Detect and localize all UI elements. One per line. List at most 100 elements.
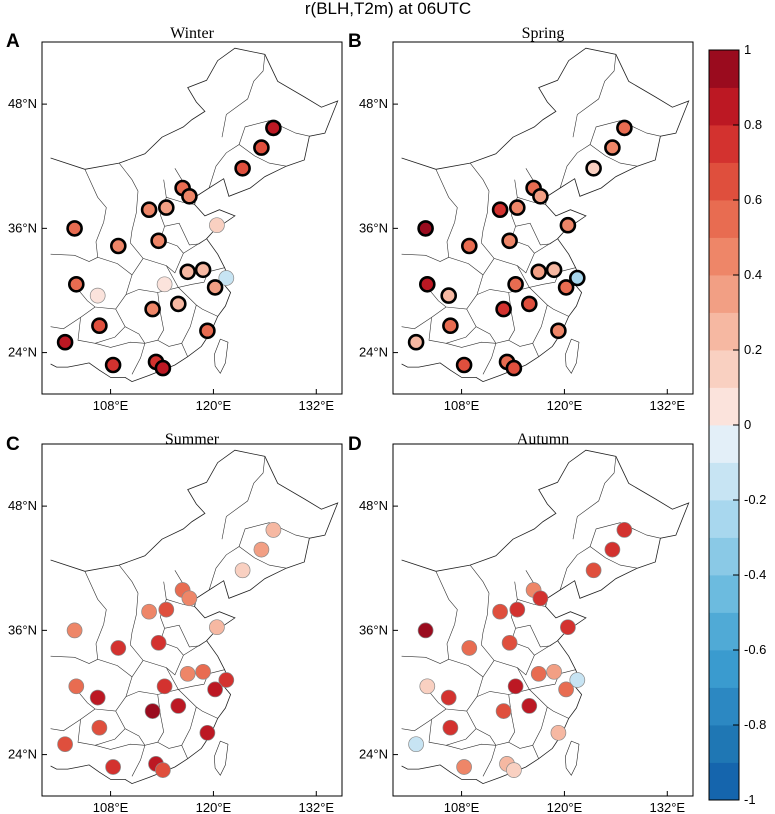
province-line — [130, 644, 184, 676]
province-line — [589, 144, 638, 167]
station-point-c-10: r = 0.75 — [110, 640, 127, 656]
colorbar-tick-label: -0.2 — [744, 492, 766, 507]
station-point-a-21: r = 0.6 — [91, 317, 108, 335]
colorbar-cell — [709, 425, 739, 463]
panel-letter-b: B — [348, 31, 362, 52]
station-point-d-14: r = -0.2 — [569, 672, 586, 688]
province-line — [559, 522, 661, 591]
station-point-c-6: r = 0.45 — [141, 603, 157, 620]
station-point-b-21: r = 0.55 — [442, 317, 459, 335]
province-line — [529, 689, 569, 719]
province-line — [559, 120, 661, 189]
panel-d-x-axis: 108°E 120°E 132°E — [444, 791, 685, 814]
panel-c-y-axis: 24°N 36°N 48°N — [8, 498, 47, 762]
island-line — [213, 740, 229, 776]
panel-d-frame — [392, 443, 694, 797]
island-line — [564, 338, 580, 374]
station-point-d-21: r = 0.7 — [442, 719, 459, 736]
province-line — [401, 317, 432, 330]
colorbar-cell — [709, 237, 739, 276]
station-point-b-1: r = 0.55 — [616, 119, 633, 137]
colorbar-cells — [709, 50, 739, 801]
province-line — [164, 624, 207, 648]
province-line — [80, 306, 96, 318]
station-point-b-12: r = 0.35 — [530, 263, 547, 281]
y-tick-label: 36°N — [359, 220, 388, 235]
colorbar-cell — [709, 762, 739, 801]
station-point-a-5: r = 0.45 — [181, 188, 198, 205]
station-point-d-16: r = 0.8 — [507, 678, 524, 695]
station-point-c-7: r = 0.6 — [158, 601, 175, 618]
station-point-d-6: r = 0.65 — [492, 603, 508, 620]
province-line — [178, 689, 218, 719]
station-point-b-7: r = 0.45 — [509, 199, 526, 216]
province-line — [50, 655, 98, 664]
province-line — [221, 456, 266, 540]
station-point-b-14: r = -0.3 — [569, 269, 586, 287]
province-line — [76, 676, 133, 712]
station-point-d-2: r = 0.7 — [604, 541, 621, 558]
station-point-a-22: r = 0.5 — [199, 322, 216, 340]
colorbar-cell — [709, 312, 739, 351]
province-line — [401, 719, 432, 732]
panel-c-map — [50, 449, 339, 785]
station-point-b-22: r = 0.45 — [550, 322, 567, 340]
x-tick-label: 132°E — [299, 398, 335, 413]
province-line — [181, 304, 197, 357]
station-point-c-18: r = 0.85 — [89, 689, 106, 706]
colorbar-cell — [709, 350, 739, 388]
station-point-b-23: r = 0.2 — [407, 333, 425, 351]
station-point-c-17: r = 0.8 — [207, 681, 223, 698]
province-line — [166, 667, 225, 690]
station-point-a-7: r = 0.3 — [158, 199, 175, 216]
province-line — [178, 287, 218, 317]
x-tick-label: 108°E — [93, 800, 129, 814]
province-line — [208, 522, 310, 591]
station-point-b-13: r = 0.25 — [545, 261, 563, 279]
station-point-c-24: r = 0.7 — [105, 759, 121, 775]
y-tick-label: 48°N — [8, 96, 37, 111]
panel-title-spring: Spring — [522, 25, 565, 42]
station-point-d-5: r = 0.7 — [532, 590, 549, 607]
station-point-d-12: r = 0.55 — [530, 665, 547, 682]
y-tick-label: 24°N — [359, 345, 388, 360]
colorbar-tick-label: -0.4 — [744, 567, 766, 582]
province-line — [80, 708, 96, 720]
province-line — [508, 339, 533, 347]
panel-a: A Winter 24°N 36°N 48°N 108°E 120°E 132°E r … — [6, 25, 343, 413]
panel-b: B Spring 24°N 36°N 48°N 108°E 120°E 132°E r … — [348, 25, 694, 413]
province-line — [469, 564, 490, 645]
station-point-c-23: r = 0.6 — [57, 736, 73, 753]
province-line — [515, 624, 558, 648]
station-point-d-19: r = 0.6 — [495, 703, 512, 719]
province-line — [238, 546, 287, 569]
province-line — [164, 222, 207, 246]
province-line — [401, 253, 449, 262]
panel-letter-d: D — [348, 434, 362, 455]
province-line — [466, 292, 516, 344]
station-point-b-20: r = 0.6 — [521, 295, 538, 313]
province-line — [446, 743, 497, 777]
province-line — [515, 222, 558, 246]
province-line — [435, 571, 458, 625]
station-point-d-1: r = 0.75 — [616, 522, 633, 538]
station-point-b-6: r = 0.7 — [491, 201, 509, 218]
province-line — [50, 253, 98, 262]
station-point-a-20: r = 0.25 — [170, 295, 187, 313]
colorbar-cell — [709, 650, 739, 688]
province-line — [118, 162, 139, 243]
station-point-c-19: r = 0.9 — [144, 703, 161, 719]
province-line — [572, 456, 617, 540]
colorbar-cell — [709, 462, 739, 501]
colorbar-cell — [709, 612, 739, 651]
province-line — [238, 144, 287, 167]
station-point-b-2: r = 0.45 — [604, 139, 621, 156]
colorbar-cell — [709, 275, 739, 313]
panel-title-autumn: Autumn — [517, 431, 569, 448]
province-line — [84, 571, 107, 625]
x-tick-label: 120°E — [196, 800, 232, 814]
station-point-c-3: r = 0.15 — [234, 562, 251, 579]
y-tick-label: 48°N — [8, 498, 37, 513]
station-point-c-8: r = 0.2 — [209, 619, 225, 636]
